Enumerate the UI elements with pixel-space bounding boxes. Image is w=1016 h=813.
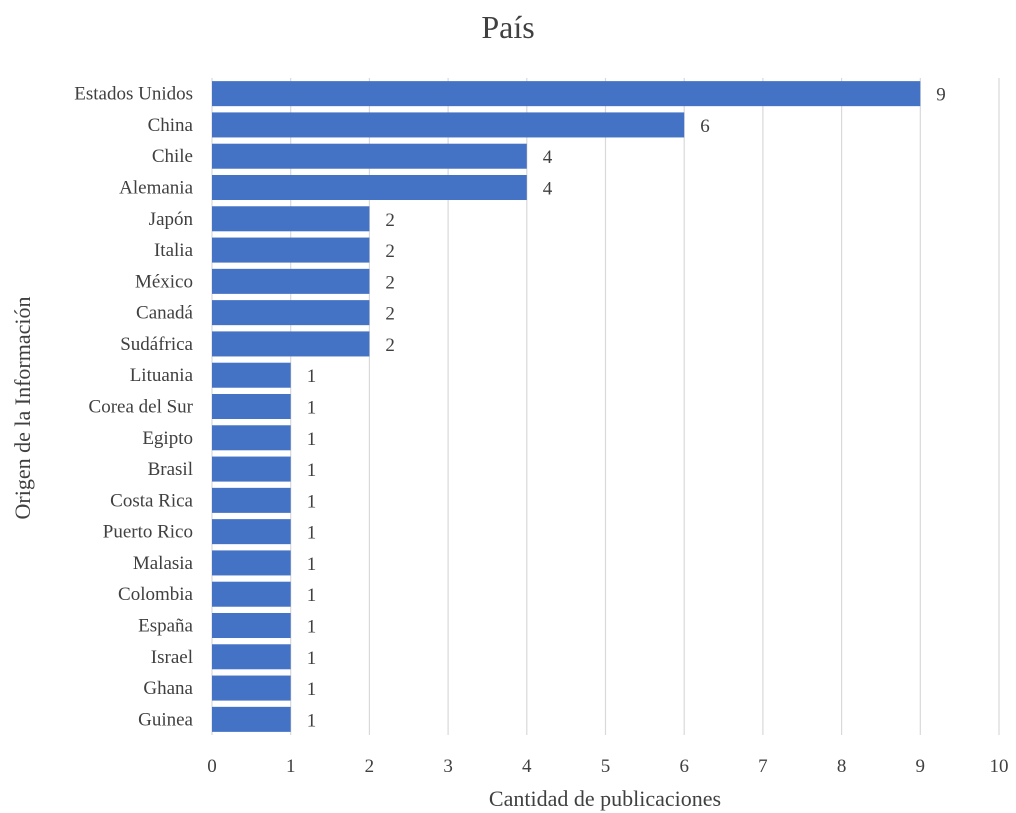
category-label: Japón [149,209,194,230]
data-label: 1 [307,710,317,731]
data-label: 2 [385,241,395,262]
category-label: Chile [152,146,193,167]
bar [212,706,291,732]
category-label: España [138,616,193,637]
category-label: China [148,115,194,136]
category-label: Colombia [118,584,194,605]
bar [212,174,527,201]
data-label: 2 [385,304,395,325]
category-label: Egipto [142,428,193,449]
data-label: 1 [307,585,317,606]
category-label: Puerto Rico [103,522,193,543]
bar [212,393,291,420]
data-label: 2 [385,335,395,356]
bar [212,362,291,388]
data-label: 4 [543,179,553,200]
bar [212,268,370,294]
category-label: Lituania [130,365,194,386]
bar [212,206,370,232]
chart-title: País [481,9,534,45]
bar [212,487,291,513]
bar [212,644,291,670]
data-label: 2 [385,210,395,231]
bar [212,550,291,576]
category-label: Guinea [138,709,193,730]
category-label: Ghana [143,678,193,699]
data-label: 1 [307,429,317,450]
category-label: Costa Rica [110,490,193,511]
bars [212,81,921,732]
bar [212,425,291,451]
category-label: Canadá [136,303,194,324]
category-label: Alemania [119,178,193,199]
bar [212,581,291,607]
data-label: 1 [307,491,317,512]
data-label: 1 [307,679,317,700]
category-label: Corea del Sur [89,397,194,418]
bar [212,300,370,326]
data-label: 1 [307,554,317,575]
data-label: 1 [307,366,317,387]
bar [212,675,291,701]
bar [212,612,291,639]
bar [212,81,921,107]
bar [212,143,527,169]
category-label: Brasil [148,459,193,480]
x-tick-label: 7 [758,756,768,777]
category-label: Italia [154,240,194,261]
bar [212,519,291,545]
y-axis-title: Origen de la Información [10,297,35,520]
category-label: Israel [151,647,193,668]
data-label: 9 [936,85,946,106]
category-label: México [135,271,193,292]
x-tick-label: 5 [601,756,611,777]
category-label: Malasia [133,553,194,574]
x-tick-label: 6 [679,756,689,777]
x-tick-label: 9 [916,756,926,777]
x-tick-label: 1 [286,756,296,777]
labels: 0 1 2 3 4 5 6 7 8 9 10 Estados Unidos 9 China 6 Chile 4 A… [74,84,1008,777]
bar [212,112,685,138]
data-label: 2 [385,272,395,293]
data-label: 1 [307,617,317,638]
bar [212,331,370,357]
x-tick-label: 0 [207,756,217,777]
category-label: Estados Unidos [74,84,193,105]
x-axis-title: Cantidad de publicaciones [489,786,721,811]
data-label: 6 [700,116,710,137]
data-label: 1 [307,523,317,544]
x-tick-label: 8 [837,756,847,777]
data-label: 1 [307,398,317,419]
data-label: 1 [307,460,317,481]
x-tick-label: 10 [990,756,1009,777]
data-label: 4 [543,147,553,168]
bar [212,456,291,482]
data-label: 1 [307,648,317,669]
x-tick-label: 2 [365,756,375,777]
x-tick-label: 4 [522,756,532,777]
category-label: Sudáfrica [120,334,193,355]
x-tick-label: 3 [443,756,453,777]
bar [212,237,370,263]
